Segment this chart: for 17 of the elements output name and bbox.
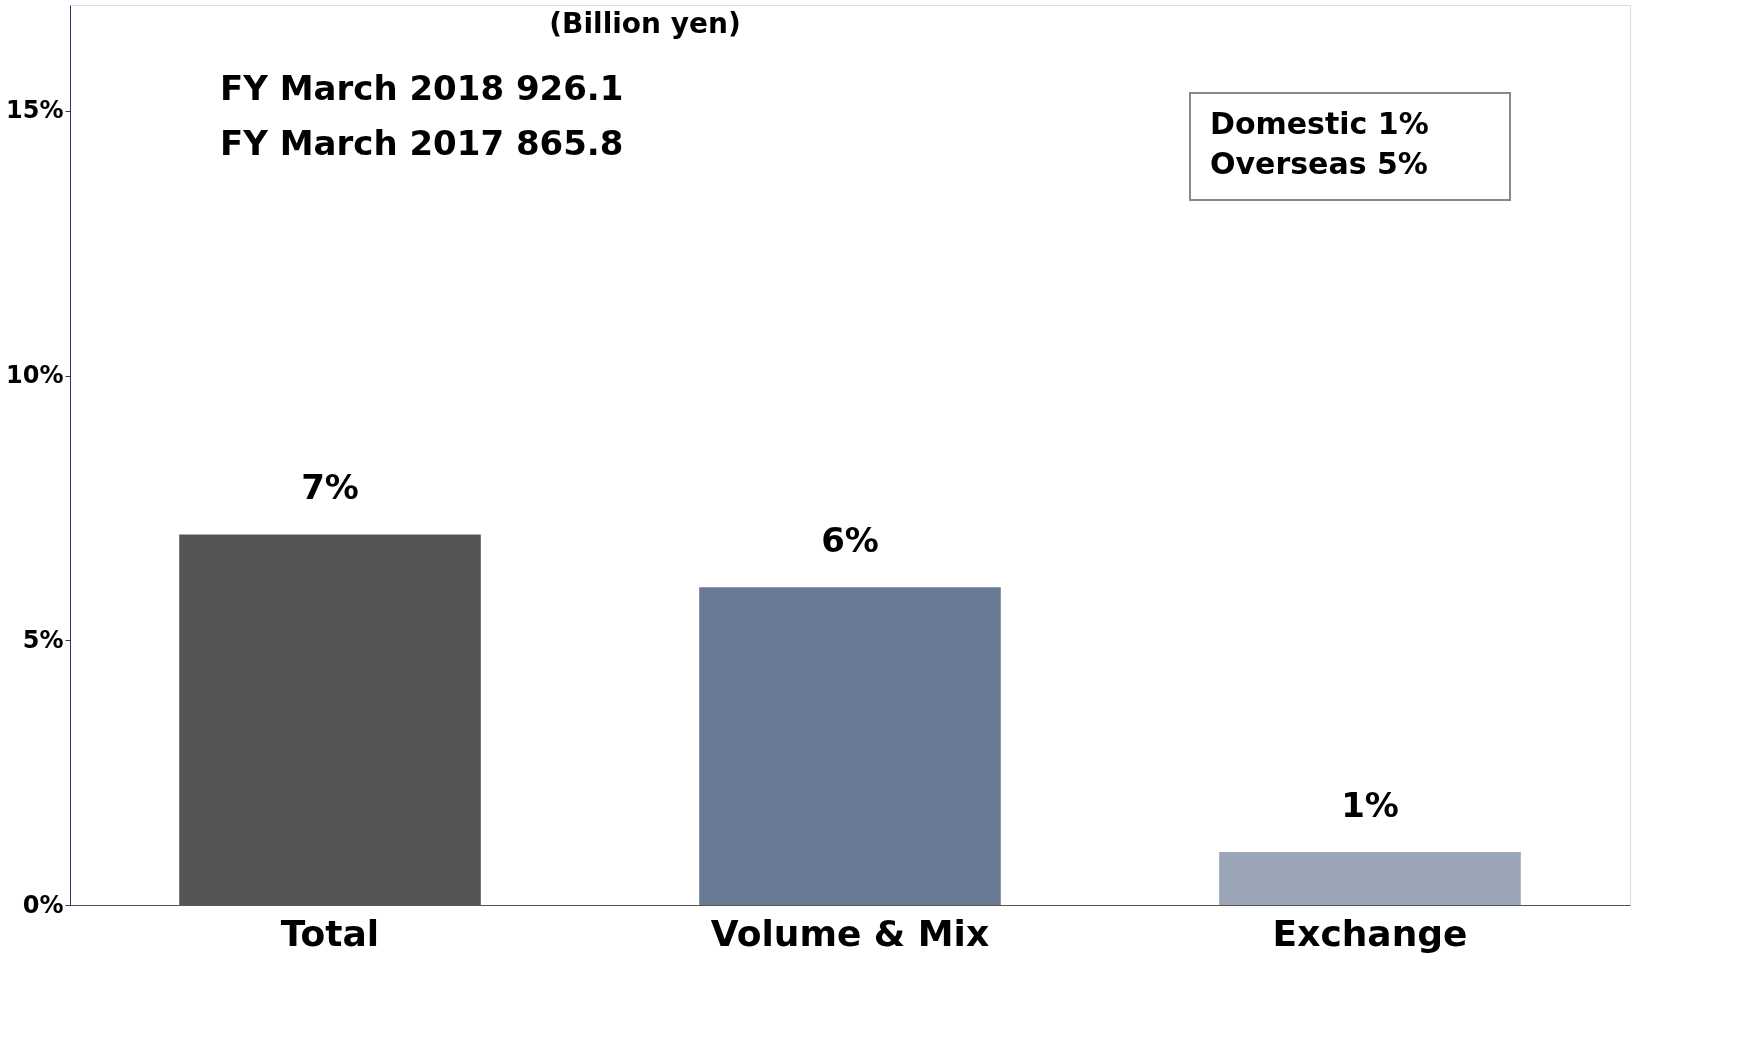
y-tick-label: 5% (22, 625, 64, 654)
x-tick-label: Total (280, 912, 380, 954)
y-tick-label: 15% (6, 96, 64, 125)
bar (1219, 852, 1521, 905)
data-label: 1% (1341, 785, 1399, 826)
annotation: FY March 2017 865.8 (220, 123, 624, 163)
annotation: (Billion yen) (549, 7, 741, 40)
bar (699, 587, 1001, 905)
x-tick-label: Volume & Mix (710, 912, 990, 954)
annotation: Overseas 5% (1210, 146, 1428, 181)
y-tick-label: 10% (6, 361, 64, 390)
x-tick-label: Exchange (1272, 912, 1468, 954)
annotation: Domestic 1% (1210, 106, 1429, 141)
y-tick-label: 0% (22, 890, 64, 919)
data-label: 6% (821, 520, 879, 561)
annotation: FY March 2018 926.1 (220, 68, 624, 108)
data-label: 7% (301, 467, 359, 508)
